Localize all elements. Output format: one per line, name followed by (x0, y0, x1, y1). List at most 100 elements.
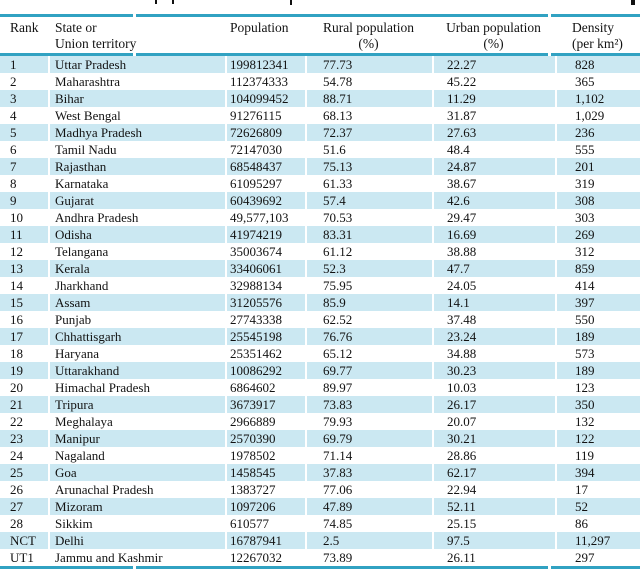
table-row: 17 Chhattisgarh 25545198 76.76 23.24 189 (0, 328, 640, 345)
cell-population: 2966889 (225, 413, 305, 430)
cell-rank: 2 (10, 74, 17, 89)
table-row: 4 West Bengal 91276115 68.13 31.87 1,029 (0, 107, 640, 124)
cell-population: 1978502 (225, 447, 305, 464)
cell-rural: 75.95 (305, 277, 432, 294)
cell-population: 12267032 (225, 549, 305, 566)
cell-rural: 75.13 (305, 158, 432, 175)
cell-density: 1,102 (555, 90, 640, 107)
cell-state: Meghalaya (48, 413, 225, 430)
cell-state: Andhra Pradesh (48, 209, 225, 226)
table-row: 7 Rajasthan 68548437 75.13 24.87 201 (0, 158, 640, 175)
cell-rank: 26 (10, 482, 23, 497)
rule-break (133, 14, 136, 17)
cell-urban: 25.15 (432, 515, 555, 532)
cell-urban: 16.69 (432, 226, 555, 243)
cell-state: Delhi (48, 532, 225, 549)
cell-population: 610577 (225, 515, 305, 532)
cell-urban: 38.67 (432, 175, 555, 192)
table-row: 16 Punjab 27743338 62.52 37.48 550 (0, 311, 640, 328)
table-row: 9 Gujarat 60439692 57.4 42.6 308 (0, 192, 640, 209)
cell-population: 68548437 (225, 158, 305, 175)
cell-urban: 24.87 (432, 158, 555, 175)
cell-density: 550 (555, 311, 640, 328)
cell-density: 397 (555, 294, 640, 311)
cell-population: 104099452 (225, 90, 305, 107)
cell-rank: 12 (10, 244, 23, 259)
cell-state: Arunachal Pradesh (48, 481, 225, 498)
table-row: 20 Himachal Pradesh 6864602 89.97 10.03 … (0, 379, 640, 396)
cell-rural: 72.37 (305, 124, 432, 141)
cell-rank: 14 (10, 278, 23, 293)
cell-rural: 77.06 (305, 481, 432, 498)
cell-urban: 30.23 (432, 362, 555, 379)
cell-population: 25351462 (225, 345, 305, 362)
cell-rank: 23 (0, 430, 48, 447)
header-row: Rank State or Union territory Population… (0, 17, 640, 56)
cell-density: 365 (555, 73, 640, 90)
cell-population: 41974219 (225, 226, 305, 243)
cell-rural: 2.5 (305, 532, 432, 549)
cell-density: 236 (555, 124, 640, 141)
cell-density: 859 (555, 260, 640, 277)
cell-state: Odisha (48, 226, 225, 243)
cropped-caption-fragment (172, 0, 174, 4)
cell-state: Uttar Pradesh (48, 56, 225, 73)
cell-rank: UT1 (10, 550, 34, 565)
cell-population: 35003674 (225, 243, 305, 260)
header-density: Density (per km²) (555, 17, 640, 56)
table-row: 18 Haryana 25351462 65.12 34.88 573 (0, 345, 640, 362)
cell-urban: 26.11 (432, 549, 555, 566)
table-row: UT1 Jammu and Kashmir 12267032 73.89 26.… (0, 549, 640, 566)
rule-break (133, 566, 136, 569)
table-top-rule (0, 14, 640, 17)
cell-rank: 1 (0, 56, 48, 73)
table-row: 2 Maharashtra 112374333 54.78 45.22 365 (0, 73, 640, 90)
cell-density: 573 (555, 345, 640, 362)
cell-population: 91276115 (225, 107, 305, 124)
cell-state: Punjab (48, 311, 225, 328)
header-rural-population: Rural population (%) (305, 17, 432, 56)
cell-density: 269 (555, 226, 640, 243)
table-row: 21 Tripura 3673917 73.83 26.17 350 (0, 396, 640, 413)
table-row: NCT Delhi 16787941 2.5 97.5 11,297 (0, 532, 640, 549)
cell-state: Nagaland (48, 447, 225, 464)
cell-state: Jharkhand (48, 277, 225, 294)
cell-rank: 22 (10, 414, 23, 429)
cell-urban: 62.17 (432, 464, 555, 481)
cell-density: 201 (555, 158, 640, 175)
cell-rank: 28 (10, 516, 23, 531)
cell-rank: 18 (10, 346, 23, 361)
cell-population: 1097206 (225, 498, 305, 515)
table-row: 11 Odisha 41974219 83.31 16.69 269 (0, 226, 640, 243)
header-line1: Rural population (322, 20, 415, 35)
cell-state: Chhattisgarh (48, 328, 225, 345)
header-line2: (per km²) (572, 36, 623, 51)
header-line1: Population (230, 20, 289, 35)
cell-rank: 17 (0, 328, 48, 345)
cell-rural: 73.83 (305, 396, 432, 413)
cell-state: Himachal Pradesh (48, 379, 225, 396)
table-row: 26 Arunachal Pradesh 1383727 77.06 22.94… (0, 481, 640, 498)
cell-rank: 9 (0, 192, 48, 209)
cell-urban: 52.11 (432, 498, 555, 515)
cropped-caption-fragment (155, 0, 157, 4)
cell-urban: 45.22 (432, 73, 555, 90)
table-row: 25 Goa 1458545 37.83 62.17 394 (0, 464, 640, 481)
cell-state: Assam (48, 294, 225, 311)
cell-urban: 14.1 (432, 294, 555, 311)
header-line1: Density (572, 20, 614, 35)
cell-rural: 61.12 (305, 243, 432, 260)
cell-rural: 47.89 (305, 498, 432, 515)
cell-state: Mizoram (48, 498, 225, 515)
cell-state: Sikkim (48, 515, 225, 532)
table-row: 12 Telangana 35003674 61.12 38.88 312 (0, 243, 640, 260)
rule-break (548, 566, 551, 569)
cell-rural: 52.3 (305, 260, 432, 277)
table-row: 10 Andhra Pradesh 49,577,103 70.53 29.47… (0, 209, 640, 226)
cell-state: Gujarat (48, 192, 225, 209)
cell-density: 319 (555, 175, 640, 192)
cell-rank: 19 (0, 362, 48, 379)
cell-state: Karnataka (48, 175, 225, 192)
cell-rural: 62.52 (305, 311, 432, 328)
cell-urban: 31.87 (432, 107, 555, 124)
